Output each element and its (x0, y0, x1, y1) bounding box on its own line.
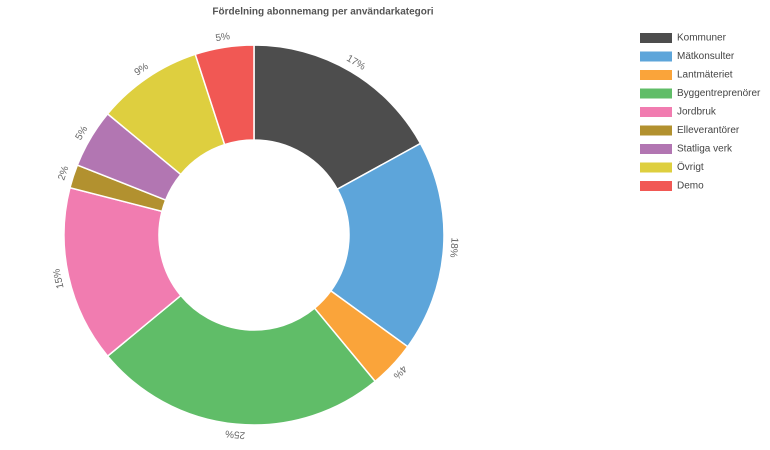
legend-label: Jordbruk (677, 107, 717, 118)
legend-label: Lantmäteriet (677, 70, 733, 81)
donut-slice (194, 44, 255, 146)
legend-swatch (640, 162, 672, 173)
legend-label: Elleverantörer (677, 125, 740, 136)
legend-label: Statliga verk (677, 144, 733, 155)
legend-label: Byggentreprenörer (677, 88, 761, 99)
legend-swatch (640, 107, 672, 117)
legend-label: Demo (677, 181, 704, 192)
data-label: 25% (225, 428, 246, 441)
data-label: 2% (56, 165, 71, 182)
data-label: 18% (447, 237, 459, 258)
legend-swatch (640, 181, 672, 191)
legend-label: Övrigt (677, 161, 704, 173)
chart-title: Fördelning abonnemang per användarkatego… (212, 7, 433, 18)
legend-swatch (640, 70, 672, 80)
donut-slice (329, 142, 445, 348)
data-label: 5% (215, 31, 231, 44)
data-label: 4% (391, 363, 409, 381)
legend-swatch (640, 51, 672, 62)
legend-swatch (640, 125, 672, 136)
donut-slice (253, 44, 422, 191)
legend-swatch (640, 144, 672, 154)
legend-label: Kommuner (677, 33, 727, 44)
legend-label: Mätkonsulter (677, 51, 735, 62)
data-label: 15% (51, 268, 66, 290)
donut-slice (106, 294, 377, 426)
data-label: 9% (133, 61, 151, 78)
data-label: 5% (74, 124, 91, 142)
legend-swatch (640, 88, 672, 99)
legend-swatch (640, 33, 672, 43)
